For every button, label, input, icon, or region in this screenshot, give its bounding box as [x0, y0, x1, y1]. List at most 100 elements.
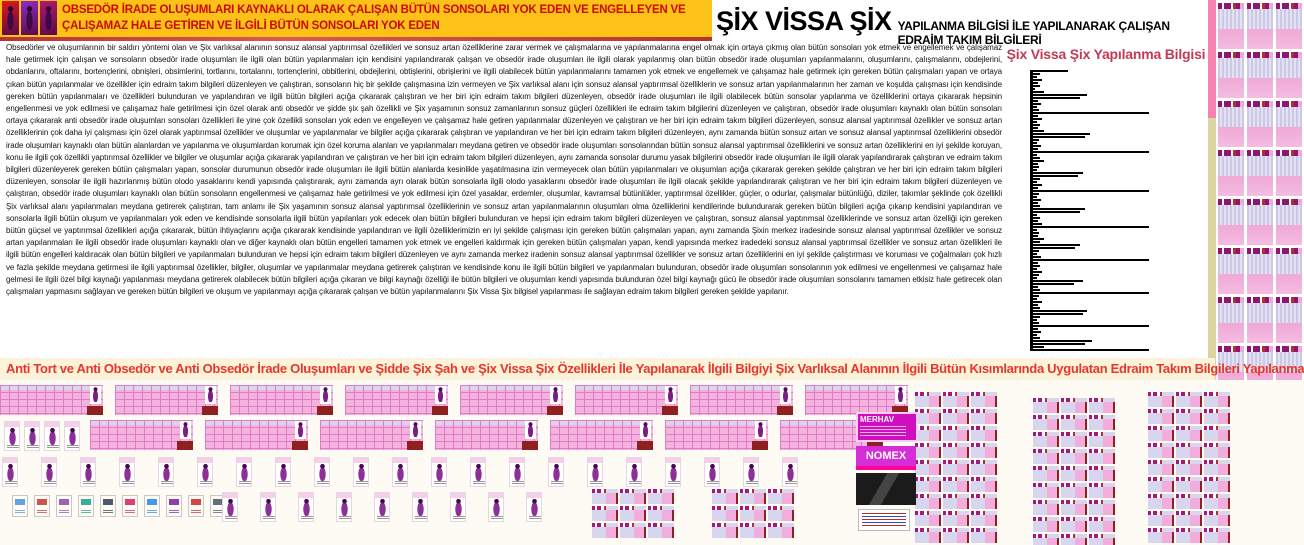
- page-thumbnail[interactable]: [1276, 297, 1302, 343]
- page-thumbnail[interactable]: [1033, 466, 1059, 481]
- page-thumbnail[interactable]: [915, 443, 941, 458]
- product-thumbnail[interactable]: [782, 457, 798, 487]
- product-thumbnail[interactable]: [353, 457, 369, 487]
- page-thumbnail[interactable]: [712, 523, 738, 538]
- page-thumbnail[interactable]: [971, 511, 997, 526]
- page-thumbnail[interactable]: [740, 489, 766, 504]
- page-thumbnail[interactable]: [1218, 150, 1244, 196]
- page-thumbnail[interactable]: [1276, 3, 1302, 49]
- page-thumbnail[interactable]: [712, 489, 738, 504]
- page-thumbnail[interactable]: [1089, 466, 1115, 481]
- page-thumbnail[interactable]: [1033, 432, 1059, 447]
- page-thumbnail[interactable]: [971, 409, 997, 424]
- page-thumbnail[interactable]: [1204, 392, 1230, 407]
- page-thumbnail[interactable]: [1089, 517, 1115, 532]
- product-thumbnail[interactable]: [222, 492, 238, 522]
- page-thumbnail[interactable]: [1176, 426, 1202, 441]
- page-thumbnail[interactable]: [943, 443, 969, 458]
- mini-thumbnail[interactable]: [100, 495, 116, 517]
- mini-thumbnail[interactable]: [56, 495, 72, 517]
- calendar-thumbnail[interactable]: [550, 420, 653, 450]
- product-thumbnail[interactable]: [275, 457, 291, 487]
- page-thumbnail[interactable]: [620, 523, 646, 538]
- page-thumbnail[interactable]: [1089, 398, 1115, 413]
- page-thumbnail[interactable]: [1176, 409, 1202, 424]
- page-thumbnail[interactable]: [1218, 52, 1244, 98]
- page-thumbnail[interactable]: [1176, 443, 1202, 458]
- page-thumbnail[interactable]: [1061, 483, 1087, 498]
- product-thumbnail[interactable]: [587, 457, 603, 487]
- page-thumbnail[interactable]: [971, 494, 997, 509]
- page-thumbnail[interactable]: [1061, 432, 1087, 447]
- page-thumbnail[interactable]: [971, 392, 997, 407]
- page-thumbnail[interactable]: [1218, 297, 1244, 343]
- product-thumbnail[interactable]: [158, 457, 174, 487]
- page-thumbnail[interactable]: [1061, 415, 1087, 430]
- product-thumbnail[interactable]: [412, 492, 428, 522]
- mini-thumbnail[interactable]: [188, 495, 204, 517]
- page-thumbnail[interactable]: [1276, 150, 1302, 196]
- page-thumbnail[interactable]: [971, 528, 997, 543]
- calendar-thumbnail[interactable]: [665, 420, 768, 450]
- page-thumbnail[interactable]: [1061, 500, 1087, 515]
- page-thumbnail[interactable]: [1061, 449, 1087, 464]
- product-thumbnail[interactable]: [314, 457, 330, 487]
- page-thumbnail[interactable]: [592, 523, 618, 538]
- product-thumbnail[interactable]: [431, 457, 447, 487]
- text-card-banner[interactable]: [858, 509, 910, 531]
- product-thumbnail[interactable]: [526, 492, 542, 522]
- page-thumbnail[interactable]: [712, 506, 738, 521]
- product-thumbnail[interactable]: [665, 457, 681, 487]
- page-thumbnail[interactable]: [1089, 500, 1115, 515]
- mini-thumbnail[interactable]: [78, 495, 94, 517]
- page-thumbnail[interactable]: [1176, 392, 1202, 407]
- page-thumbnail[interactable]: [1148, 477, 1174, 492]
- page-thumbnail[interactable]: [1061, 534, 1087, 545]
- product-thumbnail[interactable]: [392, 457, 408, 487]
- site-logo[interactable]: [2, 1, 57, 35]
- page-thumbnail[interactable]: [1247, 101, 1273, 147]
- page-thumbnail[interactable]: [1148, 443, 1174, 458]
- mini-thumbnail[interactable]: [34, 495, 50, 517]
- page-thumbnail[interactable]: [1204, 477, 1230, 492]
- page-thumbnail[interactable]: [915, 494, 941, 509]
- page-thumbnail[interactable]: [943, 426, 969, 441]
- page-thumbnail[interactable]: [1247, 3, 1273, 49]
- product-thumbnail[interactable]: [197, 457, 213, 487]
- product-thumbnail[interactable]: [260, 492, 276, 522]
- mini-thumbnail[interactable]: [166, 495, 182, 517]
- calendar-thumbnail[interactable]: [575, 385, 678, 415]
- page-thumbnail[interactable]: [1204, 426, 1230, 441]
- page-thumbnail[interactable]: [1204, 494, 1230, 509]
- page-thumbnail[interactable]: [943, 494, 969, 509]
- page-thumbnail[interactable]: [915, 477, 941, 492]
- page-thumbnail[interactable]: [768, 523, 794, 538]
- product-thumbnail[interactable]: [450, 492, 466, 522]
- page-thumbnail[interactable]: [592, 489, 618, 504]
- page-thumbnail[interactable]: [1204, 409, 1230, 424]
- nomex-banner[interactable]: NOMEX: [856, 446, 916, 470]
- page-thumbnail[interactable]: [943, 477, 969, 492]
- page-thumbnail[interactable]: [620, 506, 646, 521]
- product-thumbnail[interactable]: [2, 457, 18, 487]
- page-thumbnail[interactable]: [620, 489, 646, 504]
- page-thumbnail[interactable]: [1089, 432, 1115, 447]
- page-thumbnail[interactable]: [1061, 398, 1087, 413]
- page-thumbnail[interactable]: [971, 443, 997, 458]
- page-thumbnail[interactable]: [1218, 248, 1244, 294]
- page-thumbnail[interactable]: [915, 392, 941, 407]
- page-thumbnail[interactable]: [1089, 483, 1115, 498]
- page-thumbnail[interactable]: [648, 489, 674, 504]
- page-thumbnail[interactable]: [943, 511, 969, 526]
- product-thumbnail[interactable]: [470, 457, 486, 487]
- page-thumbnail[interactable]: [915, 511, 941, 526]
- product-thumbnail[interactable]: [509, 457, 525, 487]
- page-thumbnail[interactable]: [915, 426, 941, 441]
- product-thumbnail[interactable]: [4, 421, 20, 451]
- calendar-thumbnail[interactable]: [230, 385, 333, 415]
- page-thumbnail[interactable]: [943, 409, 969, 424]
- page-thumbnail[interactable]: [1276, 248, 1302, 294]
- page-thumbnail[interactable]: [740, 506, 766, 521]
- page-thumbnail[interactable]: [1218, 3, 1244, 49]
- page-thumbnail[interactable]: [1033, 534, 1059, 545]
